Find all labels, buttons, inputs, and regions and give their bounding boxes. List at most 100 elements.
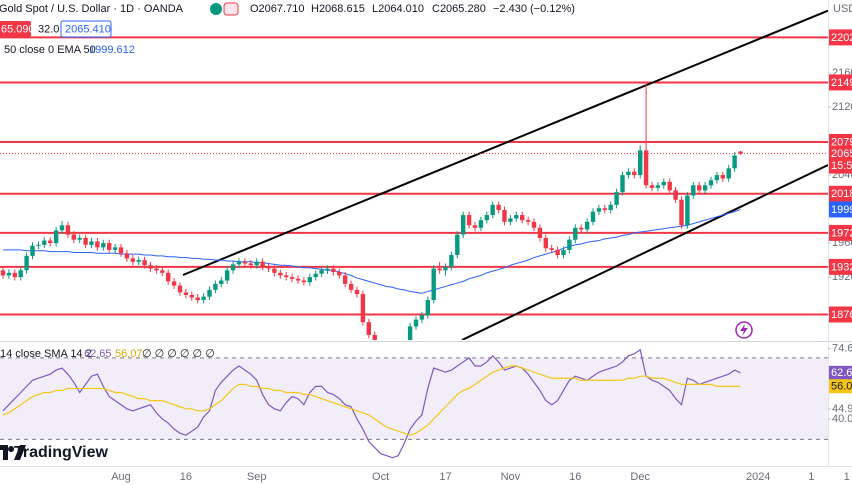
logo[interactable]: TradingView: [0, 444, 109, 461]
candle-body: [697, 185, 702, 191]
candle-body: [655, 185, 661, 188]
price-pane: [0, 82, 828, 340]
rsi-line: [2, 348, 741, 459]
level-label: 1876: [831, 309, 852, 321]
rsi-band: [0, 357, 828, 440]
buy-button[interactable]: [210, 3, 222, 15]
candle-body: [183, 292, 189, 295]
rsi-label-box: [829, 379, 852, 394]
candle-body: [136, 260, 141, 262]
candle-body: [573, 227, 578, 240]
candle-body: [437, 268, 442, 271]
candle-body: [567, 239, 572, 250]
ema-label: 1999.612: [831, 204, 852, 216]
rsi-band-layer: [0, 357, 828, 440]
level-label-box: [829, 74, 852, 91]
candle-body: [649, 185, 655, 188]
candle-body: [272, 268, 277, 273]
candle-body: [537, 227, 543, 238]
level-label-box: [829, 224, 852, 241]
candle-body: [738, 151, 743, 154]
ema-legend-value: 1999.612: [89, 44, 135, 56]
candle-body: [514, 215, 519, 219]
last-price-box: [829, 145, 852, 174]
candle-body: [42, 240, 47, 245]
upper-trendline: [182, 9, 828, 276]
candle-body: [65, 225, 71, 235]
candle-body: [360, 294, 366, 323]
level-layer: [0, 36, 828, 316]
candle-body: [0, 270, 6, 276]
candle-body: [354, 289, 360, 295]
candle-body: [673, 190, 678, 200]
candle-body: [449, 255, 454, 267]
candle-body: [555, 249, 560, 255]
candle-body: [679, 199, 684, 226]
candle-body: [301, 280, 307, 283]
candle-body: [714, 175, 720, 181]
symbol-title: Gold Spot / U.S. Dollar · 1D · OANDA: [0, 3, 184, 15]
sell-button[interactable]: [223, 2, 239, 16]
candle-body: [431, 268, 436, 301]
candle-body: [726, 168, 731, 179]
candle-body: [89, 241, 94, 245]
alert-icon[interactable]: [735, 321, 753, 339]
candle-body: [118, 247, 124, 254]
candle-body: [195, 297, 200, 301]
candle-body: [289, 277, 295, 279]
candle-body: [53, 230, 59, 244]
trendlines: [182, 9, 828, 340]
level-label: 1932: [831, 261, 852, 273]
level-label: 2149: [831, 77, 852, 89]
candle-body: [732, 155, 737, 169]
candle-body: [219, 280, 224, 284]
candle-body: [614, 192, 619, 205]
bid-box[interactable]: [0, 21, 31, 37]
candle-body: [236, 261, 242, 265]
candle-body: [59, 225, 65, 231]
x-tick-label: Nov: [501, 471, 521, 483]
candle-body: [461, 215, 466, 235]
candle-body: [36, 244, 41, 246]
candle-body: [455, 234, 460, 255]
candle-body: [331, 268, 336, 272]
candle-body: [632, 171, 637, 176]
candle-body: [685, 195, 690, 226]
rsi-label-box: [829, 365, 852, 380]
level-label: 2018: [831, 188, 852, 200]
candle-body: [225, 270, 230, 281]
candle-body: [419, 315, 425, 320]
candle-body: [596, 208, 602, 212]
ask-box[interactable]: [60, 20, 112, 38]
rsi-label: 56.07: [831, 381, 852, 393]
x-tick-label: 2024: [746, 471, 770, 483]
candle-body: [124, 253, 130, 259]
rsi-tick-label: 40.0: [832, 413, 852, 425]
candle-body: [661, 181, 666, 186]
candle-body: [83, 238, 88, 245]
candle-body: [160, 270, 165, 273]
logo-text: TradingView: [14, 444, 109, 461]
ask: 2065.410: [65, 23, 111, 35]
candle-body: [620, 175, 625, 193]
candle-body: [30, 245, 35, 256]
candle-body: [6, 272, 12, 276]
candle-body: [260, 261, 265, 267]
ema-legend: 50 close 0 EMA 50: [4, 44, 96, 56]
candle-body: [549, 248, 554, 250]
currency: USD: [833, 3, 852, 15]
candle-body: [307, 277, 312, 283]
candle-body: [348, 283, 354, 290]
candle-body: [18, 270, 23, 278]
candle-body: [71, 234, 76, 240]
candle-body: [407, 326, 413, 340]
candle-body: [77, 238, 82, 240]
candle-body: [24, 255, 29, 271]
candle-body: [266, 266, 271, 269]
candle-body: [413, 319, 419, 327]
x-tick-label: 16: [569, 471, 581, 483]
candle-body: [343, 275, 348, 284]
spread: 32.0: [38, 23, 59, 35]
candle-body: [502, 209, 507, 222]
